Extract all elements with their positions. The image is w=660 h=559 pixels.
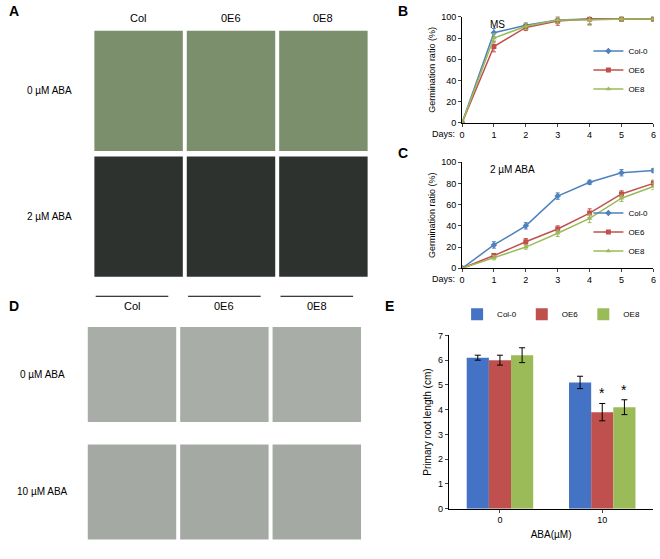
- svg-text:3: 3: [438, 430, 443, 440]
- svg-text:100: 100: [441, 157, 456, 167]
- svg-text:2: 2: [523, 275, 528, 285]
- svg-text:*: *: [599, 385, 605, 401]
- svg-text:10: 10: [597, 515, 607, 525]
- svg-text:80: 80: [446, 179, 456, 189]
- svg-text:0E8: 0E8: [313, 12, 333, 24]
- svg-text:Col: Col: [124, 300, 141, 312]
- svg-text:2: 2: [523, 130, 528, 140]
- svg-text:OE8: OE8: [628, 85, 645, 94]
- svg-text:40: 40: [446, 76, 456, 86]
- svg-text:1: 1: [438, 479, 443, 489]
- svg-text:5: 5: [619, 130, 624, 140]
- svg-text:2 µM ABA: 2 µM ABA: [490, 164, 535, 175]
- svg-text:1: 1: [491, 130, 496, 140]
- svg-text:0: 0: [438, 504, 443, 514]
- svg-text:2 µM ABA: 2 µM ABA: [27, 211, 72, 222]
- svg-text:0: 0: [497, 515, 502, 525]
- svg-text:20: 20: [446, 242, 456, 252]
- svg-text:Germination ratio (%): Germination ratio (%): [427, 27, 437, 113]
- svg-text:Col: Col: [130, 12, 147, 24]
- svg-text:100: 100: [441, 12, 456, 22]
- svg-text:5: 5: [438, 380, 443, 390]
- svg-text:Days:: Days:: [432, 129, 455, 139]
- svg-text:0E6: 0E6: [214, 300, 234, 312]
- svg-text:Col-0: Col-0: [628, 209, 648, 218]
- svg-text:6: 6: [651, 275, 656, 285]
- svg-text:60: 60: [446, 200, 456, 210]
- svg-text:OE8: OE8: [623, 310, 640, 319]
- svg-text:4: 4: [587, 130, 592, 140]
- svg-text:A: A: [9, 3, 19, 19]
- svg-text:10 µM ABA: 10 µM ABA: [17, 486, 68, 497]
- svg-text:20: 20: [446, 97, 456, 107]
- svg-text:Col-0: Col-0: [497, 310, 517, 319]
- svg-text:0 µM ABA: 0 µM ABA: [20, 369, 65, 380]
- svg-text:1: 1: [491, 275, 496, 285]
- svg-text:2: 2: [438, 454, 443, 464]
- svg-text:MS: MS: [490, 19, 505, 30]
- svg-text:ABA(µM): ABA(µM): [531, 529, 572, 540]
- svg-text:*: *: [621, 382, 627, 398]
- svg-text:OE6: OE6: [628, 228, 645, 237]
- svg-text:D: D: [9, 298, 19, 314]
- svg-text:6: 6: [438, 355, 443, 365]
- svg-text:Primary root length (cm): Primary root length (cm): [422, 368, 433, 475]
- svg-text:60: 60: [446, 54, 456, 64]
- svg-text:80: 80: [446, 33, 456, 43]
- svg-text:Days:: Days:: [432, 274, 455, 284]
- svg-text:40: 40: [446, 221, 456, 231]
- svg-text:C: C: [398, 145, 408, 161]
- svg-text:B: B: [398, 3, 408, 19]
- svg-text:4: 4: [587, 275, 592, 285]
- svg-text:6: 6: [651, 130, 656, 140]
- svg-text:E: E: [385, 298, 394, 314]
- svg-text:7: 7: [438, 331, 443, 341]
- svg-text:3: 3: [555, 130, 560, 140]
- svg-text:0: 0: [459, 275, 464, 285]
- svg-text:OE6: OE6: [562, 310, 579, 319]
- svg-text:0E6: 0E6: [221, 12, 241, 24]
- svg-text:Germination ratio (%): Germination ratio (%): [427, 172, 437, 258]
- svg-text:0 µM ABA: 0 µM ABA: [27, 85, 72, 96]
- svg-text:5: 5: [619, 275, 624, 285]
- svg-text:OE6: OE6: [628, 66, 645, 75]
- svg-text:4: 4: [438, 405, 443, 415]
- svg-text:0: 0: [451, 118, 456, 128]
- svg-text:OE8: OE8: [628, 247, 645, 256]
- svg-text:Col-0: Col-0: [628, 47, 648, 56]
- svg-text:0: 0: [459, 130, 464, 140]
- svg-text:0E8: 0E8: [307, 300, 327, 312]
- svg-text:3: 3: [555, 275, 560, 285]
- svg-text:0: 0: [451, 263, 456, 273]
